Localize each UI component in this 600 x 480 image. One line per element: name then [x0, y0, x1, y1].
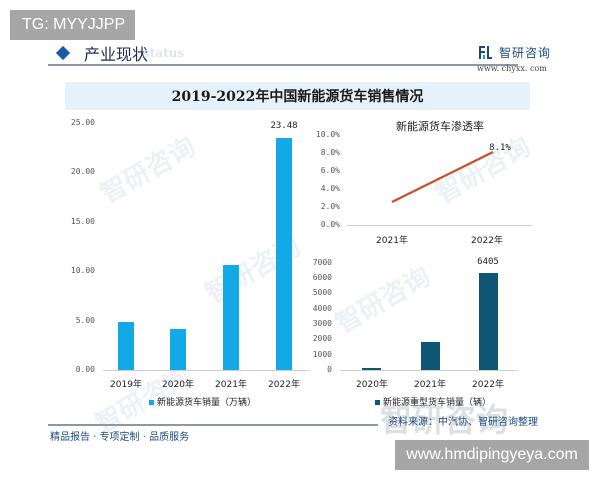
legend-label: 新能源重型货车销量（辆）	[383, 398, 492, 408]
y-tick: 7000	[312, 258, 332, 267]
line-chart-title: 新能源货车渗透率	[396, 120, 484, 133]
watermark: 智研咨询	[330, 261, 436, 340]
section-title: 产业现状	[84, 45, 149, 64]
y-tick: 4000	[312, 304, 332, 313]
bar-2021	[223, 265, 239, 370]
y-tick: 0.00	[75, 365, 95, 374]
section-ghost-text: status	[143, 46, 185, 60]
y-tick: 5.00	[75, 316, 95, 325]
x-axis-line	[347, 225, 532, 226]
footer-slogan: 精品报告 · 专项定制 · 品质服务	[50, 432, 190, 443]
chart-title: 2019-2022年中国新能源货车销售情况	[171, 89, 424, 105]
y-tick: 5000	[312, 288, 332, 297]
legend: 新能源重型货车销量（辆）	[375, 395, 491, 408]
footer-divider	[48, 424, 378, 426]
tg-badge: TG: MYYJJPP	[10, 10, 135, 40]
y-tick: 8.0%	[320, 148, 340, 157]
chart-title-band: 2019-2022年中国新能源货车销售情况	[65, 82, 530, 110]
bar-2022	[479, 273, 498, 370]
x-category: 2021年	[215, 380, 247, 390]
y-tick: 10.00	[70, 266, 95, 275]
legend-swatch	[149, 400, 154, 405]
y-tick: 10.0%	[315, 130, 340, 139]
y-tick: 1000	[312, 350, 332, 359]
y-tick: 15.00	[70, 217, 95, 226]
bar-2021	[421, 342, 440, 370]
brand-url: www. chyxx. com	[477, 64, 547, 73]
legend-label: 新能源货车销量（万辆）	[157, 398, 257, 408]
line-series	[391, 151, 494, 203]
brand-logo-icon	[479, 46, 492, 59]
y-tick: 25.00	[70, 118, 95, 127]
bar-2020	[170, 329, 186, 370]
y-tick: 3000	[312, 319, 332, 328]
url-badge: www.hmdipingyeya.com	[395, 440, 589, 470]
y-tick: 0.0%	[320, 220, 340, 229]
y-tick: 2000	[312, 334, 332, 343]
bar-2020	[362, 368, 381, 370]
x-category: 2022年	[472, 380, 504, 390]
y-tick: 0	[327, 365, 332, 374]
y-tick: 2.0%	[320, 202, 340, 211]
x-category: 2022年	[471, 236, 503, 246]
legend-swatch	[375, 400, 380, 405]
brand-name: 智研咨询	[499, 46, 552, 60]
watermark: 智研咨询	[95, 131, 201, 210]
bar-2022	[276, 138, 292, 370]
diamond-bullet-icon	[55, 45, 71, 61]
y-tick: 20.00	[70, 167, 95, 176]
x-category: 2020年	[356, 380, 388, 390]
x-category: 2021年	[414, 380, 446, 390]
x-axis-line	[340, 370, 518, 371]
data-label-2022: 6405	[477, 257, 499, 267]
bar-2019	[118, 322, 134, 370]
data-source: 资料来源：中汽协、智研咨询整理	[388, 417, 538, 428]
y-tick: 6.0%	[320, 166, 340, 175]
y-tick: 4.0%	[320, 184, 340, 193]
data-label-2022: 23.48	[270, 121, 298, 131]
x-category: 2022年	[268, 380, 300, 390]
legend: 新能源货车销量（万辆）	[149, 395, 256, 408]
x-category: 2021年	[376, 236, 408, 246]
data-label-2022: 8.1%	[489, 143, 511, 153]
x-category: 2020年	[162, 380, 194, 390]
y-tick: 6000	[312, 273, 332, 282]
section-header: 产业现状 status	[48, 40, 518, 66]
x-category: 2019年	[110, 380, 142, 390]
x-axis-line	[103, 370, 310, 371]
